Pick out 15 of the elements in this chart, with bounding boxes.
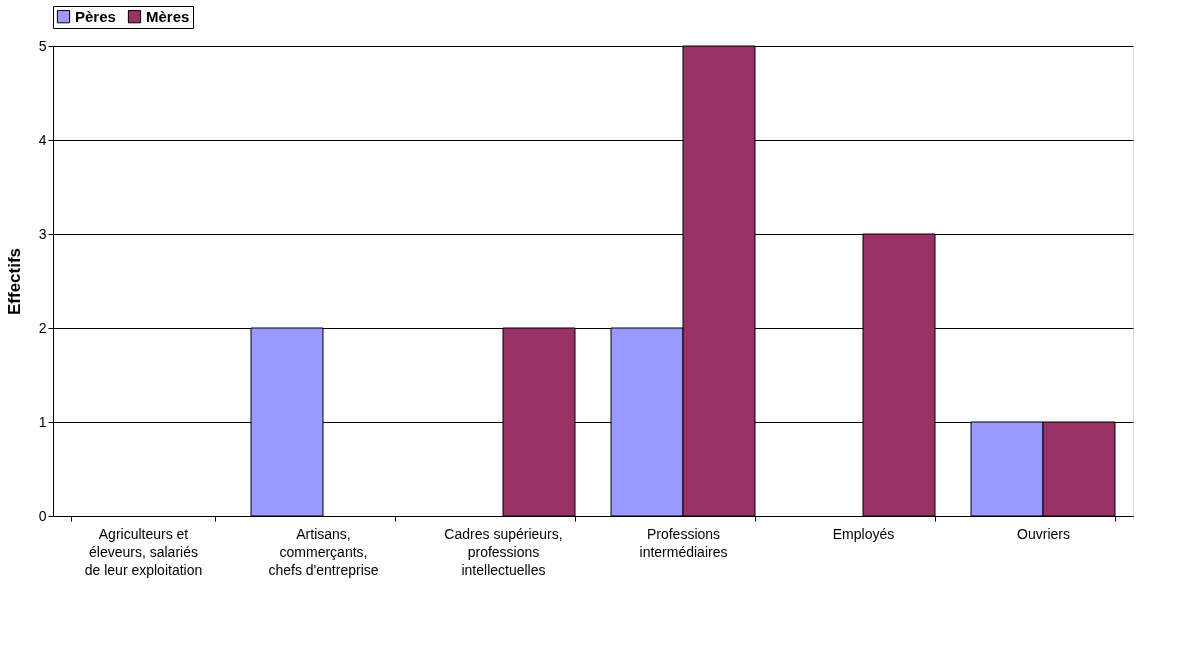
x-tick-label: Agriculteurs et éleveurs, salariés de leur exploitation xyxy=(84,525,203,578)
x-tick-label: Employés xyxy=(832,525,895,542)
y-tick-label: 1 xyxy=(38,413,47,430)
y-tick-label: 3 xyxy=(38,225,47,242)
x-tick-label: Professions intermédiaires xyxy=(639,525,728,560)
y-tick-label: 2 xyxy=(38,319,47,336)
legend-label: Pères xyxy=(75,7,116,25)
y-axis-title: Effectifs xyxy=(4,247,24,316)
y-tick-label: 4 xyxy=(38,131,47,148)
y-tick-label: 5 xyxy=(38,37,47,54)
x-tick-label: Cadres supérieurs, professions intellectuelles xyxy=(444,525,563,578)
x-tick-label: Artisans, commerçants, chefs d'entreprise xyxy=(268,525,379,578)
x-tick-label: Ouvriers xyxy=(1017,525,1070,542)
y-tick-label: 0 xyxy=(38,507,47,524)
legend-label: Mères xyxy=(146,7,190,25)
